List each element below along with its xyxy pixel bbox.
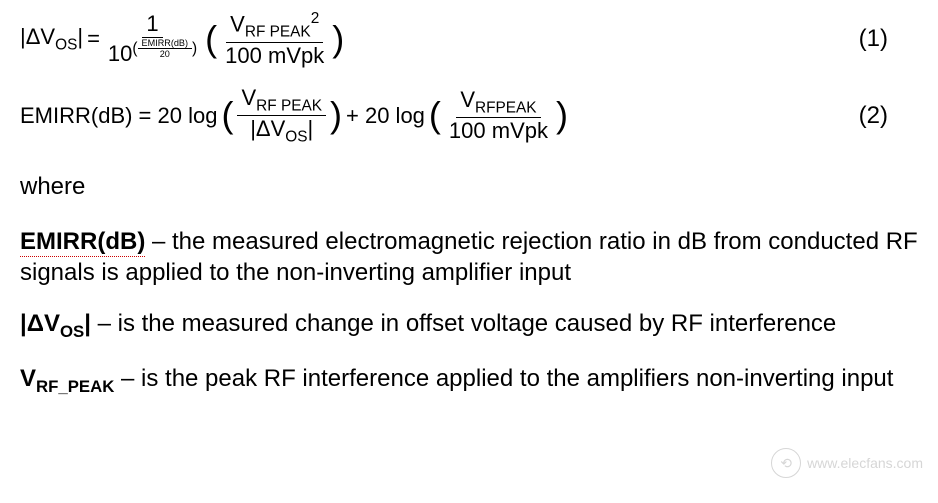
- hundred-mvpk-2: 100 mVpk: [445, 118, 552, 144]
- log-fraction-2: VRFPEAK 100 mVpk: [445, 87, 552, 144]
- equation-1-number: (1): [859, 25, 888, 53]
- watermark-url: www.elecfans.com: [807, 455, 923, 471]
- delta-vos-bot: |ΔVOS|: [246, 116, 317, 146]
- where-label: where: [20, 171, 918, 202]
- vrf-peak-top2: VRFPEAK: [456, 87, 540, 118]
- left-paren-2a: (: [221, 101, 233, 130]
- log-fraction-1: VRF PEAK |ΔVOS|: [237, 85, 326, 147]
- emirr-def-text: – the measured electromagnetic rejection…: [20, 228, 918, 286]
- left-paren-2b: (: [429, 101, 441, 130]
- equation-2: EMIRR(dB) = 20 log ( VRF PEAK |ΔVOS| ) +…: [20, 85, 568, 147]
- equals-sign: =: [87, 26, 100, 52]
- vrf-definition: VRF_PEAK – is the peak RF interference a…: [20, 363, 918, 398]
- right-paren-2a: ): [330, 101, 342, 130]
- numerator-one: 1: [142, 11, 162, 38]
- dvos-definition: |ΔVOS| – is the measured change in offse…: [20, 308, 918, 343]
- equation-1: |ΔVOS| = 1 10(EMIRR(dB)20) ( VRF PEAK2 1…: [20, 10, 344, 69]
- vrf-def-text: – is the peak RF interference applied to…: [114, 365, 893, 392]
- vrf-peak-sq: VRF PEAK2: [226, 10, 323, 43]
- hundred-mvpk-1: 100 mVpk: [221, 43, 328, 69]
- right-paren-2b: ): [556, 101, 568, 130]
- emirr-lhs: EMIRR(dB) = 20 log: [20, 103, 217, 129]
- equation-1-row: |ΔVOS| = 1 10(EMIRR(dB)20) ( VRF PEAK2 1…: [20, 10, 918, 69]
- emirr-term: EMIRR(dB): [20, 228, 145, 257]
- emirr-definition: EMIRR(dB) – the measured electromagnetic…: [20, 226, 918, 288]
- equation-2-row: EMIRR(dB) = 20 log ( VRF PEAK |ΔVOS| ) +…: [20, 85, 918, 147]
- dvos-term: |ΔVOS|: [20, 310, 91, 337]
- vrf-peak-top: VRF PEAK: [237, 85, 326, 116]
- delta-vos-lhs: |ΔVOS|: [20, 24, 83, 54]
- dvos-def-text: – is the measured change in offset volta…: [91, 310, 836, 337]
- equation-2-number: (2): [859, 102, 888, 130]
- plus-20log: + 20 log: [346, 103, 425, 129]
- main-fraction-1: 1 10(EMIRR(dB)20): [104, 11, 201, 67]
- denominator-power: 10(EMIRR(dB)20): [104, 38, 201, 67]
- exponent-frac: (EMIRR(dB)20): [132, 40, 197, 57]
- watermark-icon: ⟲: [771, 448, 801, 478]
- vrf-term: VRF_PEAK: [20, 365, 114, 392]
- right-paren-1: ): [332, 25, 344, 54]
- watermark: ⟲ www.elecfans.com: [771, 448, 923, 478]
- vrf-fraction-1: VRF PEAK2 100 mVpk: [221, 10, 328, 69]
- left-paren-1: (: [205, 25, 217, 54]
- where-section: where EMIRR(dB) – the measured electroma…: [20, 171, 918, 398]
